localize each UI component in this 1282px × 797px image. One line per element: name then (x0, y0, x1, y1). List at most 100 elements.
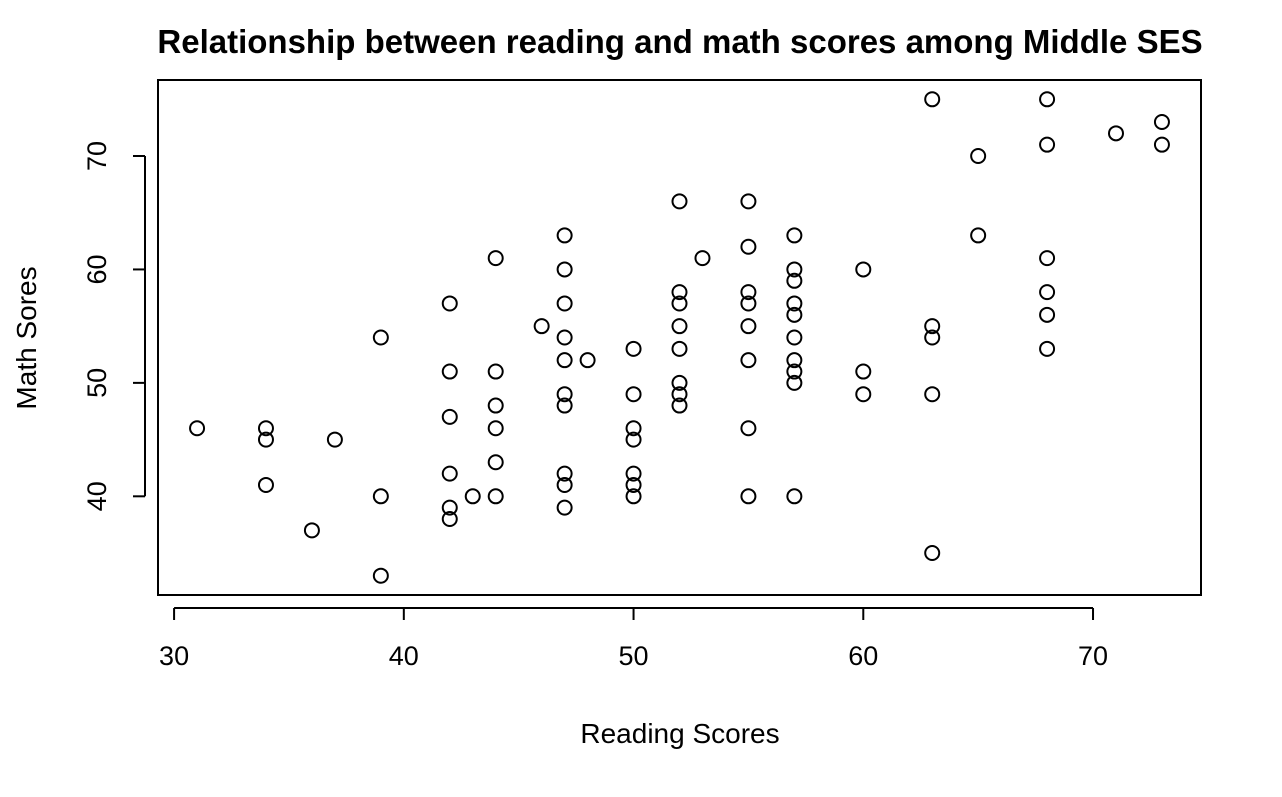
data-point (786, 374, 803, 391)
data-point (625, 476, 642, 493)
data-point (924, 91, 941, 108)
data-point (303, 522, 320, 539)
data-point (372, 567, 389, 584)
data-point (671, 386, 688, 403)
x-axis: 30 40 50 60 70 (159, 607, 1108, 671)
data-point (464, 488, 481, 505)
data-point (441, 295, 458, 312)
data-point (372, 329, 389, 346)
data-point (625, 340, 642, 357)
data-point (970, 227, 987, 244)
data-point (740, 488, 757, 505)
data-point (786, 329, 803, 346)
x-axis-label: Reading Scores (580, 718, 779, 749)
data-point (671, 340, 688, 357)
data-point (786, 488, 803, 505)
data-point (740, 284, 757, 301)
data-point (1107, 125, 1124, 142)
data-point (487, 363, 504, 380)
data-point (257, 431, 274, 448)
data-point (740, 193, 757, 210)
y-axis: 40 50 60 70 (82, 141, 146, 511)
data-point (441, 408, 458, 425)
data-point (556, 295, 573, 312)
data-point (441, 499, 458, 516)
x-tick-label: 30 (159, 641, 189, 671)
data-point (786, 363, 803, 380)
data-point (372, 488, 389, 505)
data-point (1039, 340, 1056, 357)
data-point (556, 329, 573, 346)
data-point (1153, 136, 1170, 153)
data-point (740, 352, 757, 369)
data-point (855, 363, 872, 380)
data-point (671, 397, 688, 414)
data-point (441, 363, 458, 380)
data-point (556, 465, 573, 482)
data-point (487, 420, 504, 437)
data-point (671, 284, 688, 301)
y-tick-label: 40 (82, 481, 112, 511)
data-point (625, 465, 642, 482)
data-point (556, 261, 573, 278)
data-point (625, 431, 642, 448)
data-point (924, 545, 941, 562)
data-point (579, 352, 596, 369)
data-point (257, 420, 274, 437)
data-point (625, 386, 642, 403)
data-point (786, 306, 803, 323)
data-point (855, 386, 872, 403)
data-point (556, 397, 573, 414)
data-point (1153, 113, 1170, 130)
data-point (326, 431, 343, 448)
data-point (257, 476, 274, 493)
data-point (487, 397, 504, 414)
data-point (924, 386, 941, 403)
data-point (556, 476, 573, 493)
data-point (740, 318, 757, 335)
data-point (556, 352, 573, 369)
data-point (1039, 306, 1056, 323)
data-point (924, 318, 941, 335)
x-tick-label: 50 (619, 641, 649, 671)
data-point (671, 318, 688, 335)
data-point (1039, 250, 1056, 267)
data-point (786, 352, 803, 369)
data-point (671, 374, 688, 391)
chart-title: Relationship between reading and math sc… (157, 23, 1202, 60)
data-point (533, 318, 550, 335)
data-point (786, 295, 803, 312)
data-point (855, 261, 872, 278)
data-point (189, 420, 206, 437)
data-point (970, 148, 987, 165)
data-point (556, 499, 573, 516)
data-point (556, 227, 573, 244)
x-tick-label: 40 (389, 641, 419, 671)
data-point (487, 488, 504, 505)
data-point (786, 261, 803, 278)
data-point (694, 250, 711, 267)
data-points (189, 91, 1170, 584)
x-tick-label: 70 (1078, 641, 1108, 671)
data-point (441, 465, 458, 482)
data-point (740, 238, 757, 255)
plot-frame (157, 79, 1202, 596)
data-point (924, 329, 941, 346)
y-axis-label: Math Sores (11, 266, 42, 409)
x-tick-label: 60 (848, 641, 878, 671)
data-point (1039, 91, 1056, 108)
data-point (671, 295, 688, 312)
data-point (786, 272, 803, 289)
y-tick-label: 50 (82, 368, 112, 398)
y-tick-label: 60 (82, 254, 112, 284)
data-point (1039, 136, 1056, 153)
data-point (556, 386, 573, 403)
data-point (487, 454, 504, 471)
data-point (1039, 284, 1056, 301)
data-point (487, 250, 504, 267)
data-point (625, 420, 642, 437)
data-point (786, 227, 803, 244)
y-tick-label: 70 (82, 141, 112, 171)
